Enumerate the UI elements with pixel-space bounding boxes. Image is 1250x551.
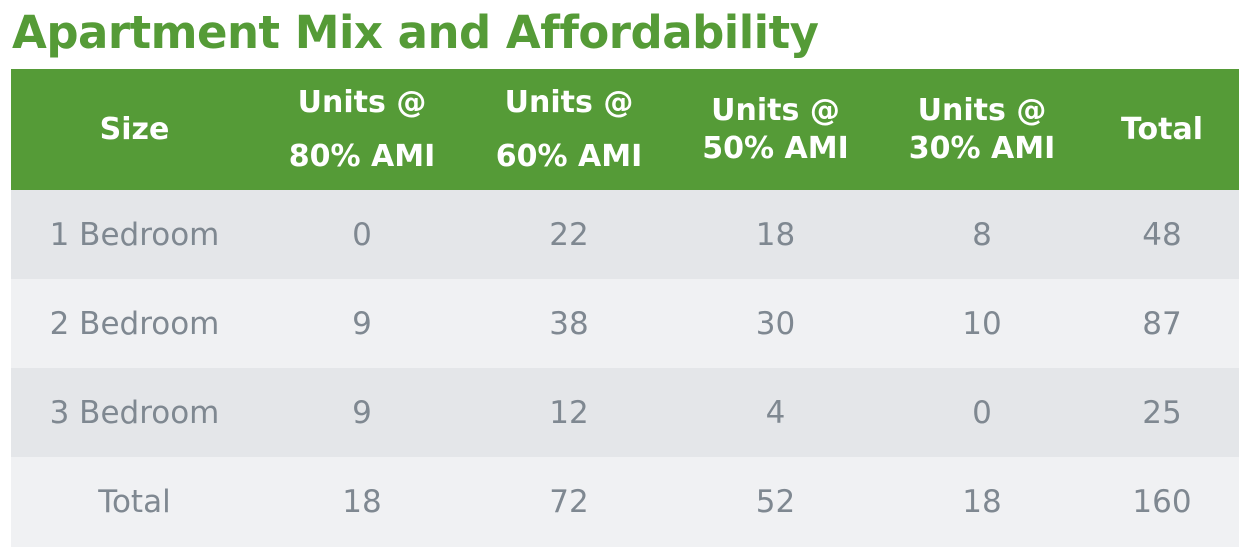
cell-units-30: 0	[972, 394, 992, 431]
cell-units-80: 18	[342, 484, 382, 520]
header-line-1: Units @	[711, 92, 840, 128]
cell-size: 2 Bedroom	[49, 305, 220, 342]
header-size: Size	[11, 69, 258, 190]
cell-units-30: 8	[972, 216, 992, 253]
header-units-60-ami: Units @ 60% AMI	[466, 69, 672, 190]
cell-units-80: 0	[352, 216, 372, 253]
header-line-2: 80% AMI	[288, 138, 436, 174]
header-line-1: Units @	[297, 84, 427, 120]
cell-total: 87	[1142, 305, 1182, 342]
cell-units-50: 52	[755, 484, 796, 520]
header-line-2: 60% AMI	[495, 138, 643, 174]
cell-size: Total	[98, 484, 171, 520]
cell-units-50: 30	[755, 305, 796, 342]
header-line-2: 30% AMI	[908, 130, 1056, 166]
table-header-row: Size Units @ 80% AMI Units @ 60% AMI Uni…	[11, 69, 1239, 190]
header-line-2: 50% AMI	[702, 130, 849, 166]
cell-units-50: 18	[755, 216, 796, 253]
table-row: 2 Bedroom 9 38 30 10 87	[11, 279, 1239, 368]
cell-size: 1 Bedroom	[49, 216, 220, 253]
cell-units-50: 4	[765, 394, 786, 431]
cell-units-60: 12	[549, 394, 589, 431]
cell-units-30: 18	[962, 484, 1002, 520]
cell-size: 3 Bedroom	[49, 394, 220, 431]
apartment-mix-table: Size Units @ 80% AMI Units @ 60% AMI Uni…	[11, 69, 1239, 547]
cell-units-60: 22	[549, 216, 589, 253]
header-total-label: Total	[1121, 111, 1203, 147]
cell-units-80: 9	[352, 305, 372, 342]
header-size-label: Size	[99, 111, 170, 147]
table-row: 1 Bedroom 0 22 18 8 48	[11, 190, 1239, 279]
page-title: Apartment Mix and Affordability	[12, 6, 819, 59]
header-units-50-ami: Units @ 50% AMI	[672, 69, 879, 190]
table-row: 3 Bedroom 9 12 4 0 25	[11, 368, 1239, 457]
table-total-row: Total 18 72 52 18 160	[11, 457, 1239, 547]
cell-total: 48	[1142, 216, 1182, 253]
header-units-30-ami: Units @ 30% AMI	[879, 69, 1085, 190]
cell-units-60: 38	[549, 305, 589, 342]
cell-total: 160	[1132, 484, 1192, 520]
cell-units-80: 9	[352, 394, 372, 431]
cell-units-60: 72	[549, 484, 589, 520]
header-total: Total	[1085, 69, 1239, 190]
cell-total: 25	[1142, 394, 1182, 431]
header-units-80-ami: Units @ 80% AMI	[258, 69, 466, 190]
header-line-1: Units @	[504, 84, 634, 120]
cell-units-30: 10	[962, 305, 1002, 342]
header-line-1: Units @	[917, 92, 1047, 128]
